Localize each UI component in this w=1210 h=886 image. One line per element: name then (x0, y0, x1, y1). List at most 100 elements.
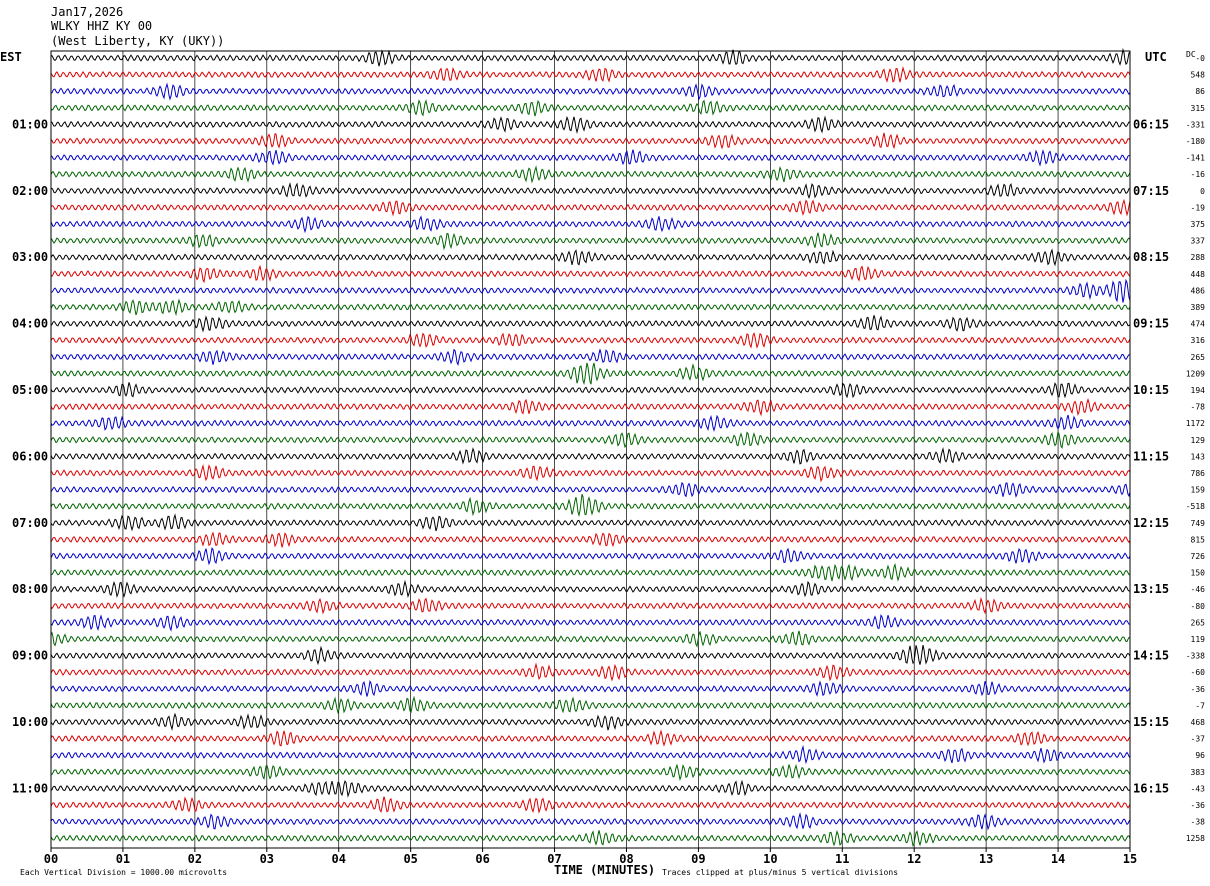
trace-row (50, 232, 1131, 251)
clip-note: Traces clipped at plus/minus 5 vertical … (662, 868, 898, 877)
dc-offset-label: -331 (1186, 120, 1205, 129)
trace-row (50, 414, 1131, 433)
dc-offset-label: -46 (1191, 585, 1206, 594)
dc-offset-label: 1209 (1186, 369, 1205, 378)
dc-offset-label: -78 (1191, 403, 1206, 412)
trace-row (50, 494, 1131, 518)
x-tick-label: 05 (403, 852, 417, 866)
dc-offset-label: -19 (1191, 203, 1206, 212)
left-hour-label: 10:00 (12, 715, 48, 729)
dc-offset-label: -16 (1191, 170, 1206, 179)
trace-row (50, 662, 1131, 682)
trace-row (50, 66, 1131, 83)
trace-row (50, 82, 1131, 101)
dc-offset-label: 265 (1191, 618, 1206, 627)
trace-row (50, 546, 1131, 566)
station-label: WLKY HHZ KY 00 (51, 19, 152, 33)
left-hour-label: 01:00 (12, 117, 48, 131)
trace-row (50, 165, 1131, 184)
right-hour-label: 16:15 (1133, 781, 1169, 795)
x-axis-ticks: 00 01 02 03 04 05 06 07 08 09 10 11 12 13 14 15 (44, 848, 1137, 866)
minute-gridlines (122, 51, 1059, 848)
dc-offset-label: 474 (1191, 320, 1206, 329)
dc-offset-label: -141 (1186, 154, 1205, 163)
dc-offset-label: -36 (1191, 801, 1206, 810)
trace-row (50, 779, 1131, 798)
dc-offset-label: 129 (1191, 436, 1206, 445)
left-hour-label: 08:00 (12, 582, 48, 596)
x-tick-label: 12 (907, 852, 921, 866)
dc-offset-label: 159 (1191, 486, 1206, 495)
right-hour-label: 13:15 (1133, 582, 1169, 596)
trace-row (50, 763, 1131, 782)
x-tick-label: 03 (260, 852, 274, 866)
dc-offset-label: 448 (1191, 270, 1206, 279)
trace-row (50, 447, 1131, 465)
trace-row (50, 579, 1130, 599)
dc-offset-label: 486 (1191, 286, 1206, 295)
trace-row (50, 362, 1131, 386)
dc-offset-label: -338 (1186, 652, 1205, 661)
trace-row (50, 596, 1131, 615)
trace-row (50, 315, 1131, 333)
dc-offset-label: 1172 (1186, 419, 1205, 428)
left-hour-labels: 01:00 02:00 03:00 04:00 05:00 06:00 07:00 08:00… (12, 117, 48, 795)
seismic-traces (50, 47, 1131, 847)
dc-offset-label: 548 (1191, 71, 1206, 80)
trace-row (50, 531, 1131, 548)
trace-row (50, 132, 1131, 150)
trace-row (50, 278, 1131, 303)
trace-row (50, 811, 1131, 831)
trace-row (50, 382, 1131, 399)
left-hour-label: 09:00 (12, 649, 48, 663)
trace-row (50, 115, 1131, 134)
dc-offset-label: 749 (1191, 519, 1206, 528)
dc-offset-label: -518 (1186, 502, 1205, 511)
dc-offset-label: 194 (1191, 386, 1206, 395)
right-hour-label: 09:15 (1133, 317, 1169, 331)
left-hour-label: 11:00 (12, 781, 48, 795)
trace-row (50, 695, 1131, 715)
x-axis-title: TIME (MINUTES) (554, 863, 655, 877)
dc-offset-label: 143 (1191, 452, 1206, 461)
dc-offset-label: 315 (1191, 104, 1206, 113)
dc-offset-label: 96 (1195, 751, 1205, 760)
x-tick-label: 01 (116, 852, 130, 866)
trace-row (50, 198, 1131, 217)
dc-offset-label: -180 (1186, 137, 1205, 146)
x-tick-label: 14 (1051, 852, 1065, 866)
x-tick-label: 10 (763, 852, 777, 866)
trace-row (50, 348, 1130, 367)
right-hour-labels: 06:15 07:15 08:15 09:15 10:15 11:15 12:15 13:15… (1133, 117, 1169, 795)
dc-offset-label: 383 (1191, 768, 1206, 777)
right-hour-label: 14:15 (1133, 649, 1169, 663)
right-timezone-label: UTC (1145, 50, 1167, 64)
date-label: Jan17,2026 (51, 5, 123, 19)
x-tick-label: 07 (547, 852, 561, 866)
left-hour-label: 02:00 (12, 184, 48, 198)
dc-offset-label: 786 (1191, 469, 1206, 478)
left-hour-label: 04:00 (12, 317, 48, 331)
dc-offset-label: 316 (1191, 336, 1206, 345)
trace-row (50, 47, 1131, 67)
plot-frame (50, 50, 1131, 849)
trace-row (51, 562, 1131, 582)
left-hour-label: 07:00 (12, 516, 48, 530)
x-tick-label: 15 (1123, 852, 1137, 866)
dc-offset-labels: -0 548 86 315 -331 -180 -141 -16 0 -19 375 337 288 44… (1186, 54, 1205, 843)
trace-row (50, 298, 1131, 317)
x-tick-label: 09 (691, 852, 705, 866)
trace-row (50, 513, 1131, 532)
x-tick-label: 02 (188, 852, 202, 866)
trace-row (50, 181, 1131, 200)
dc-offset-label: -80 (1191, 602, 1206, 611)
trace-row (50, 215, 1131, 234)
trace-row (50, 712, 1131, 731)
dc-offset-label: 468 (1191, 718, 1206, 727)
scale-note: Each Vertical Division = 1000.00 microvo… (20, 868, 227, 877)
x-tick-label: 08 (619, 852, 633, 866)
right-hour-label: 12:15 (1133, 516, 1169, 530)
trace-row (50, 248, 1131, 267)
x-tick-label: 06 (475, 852, 489, 866)
